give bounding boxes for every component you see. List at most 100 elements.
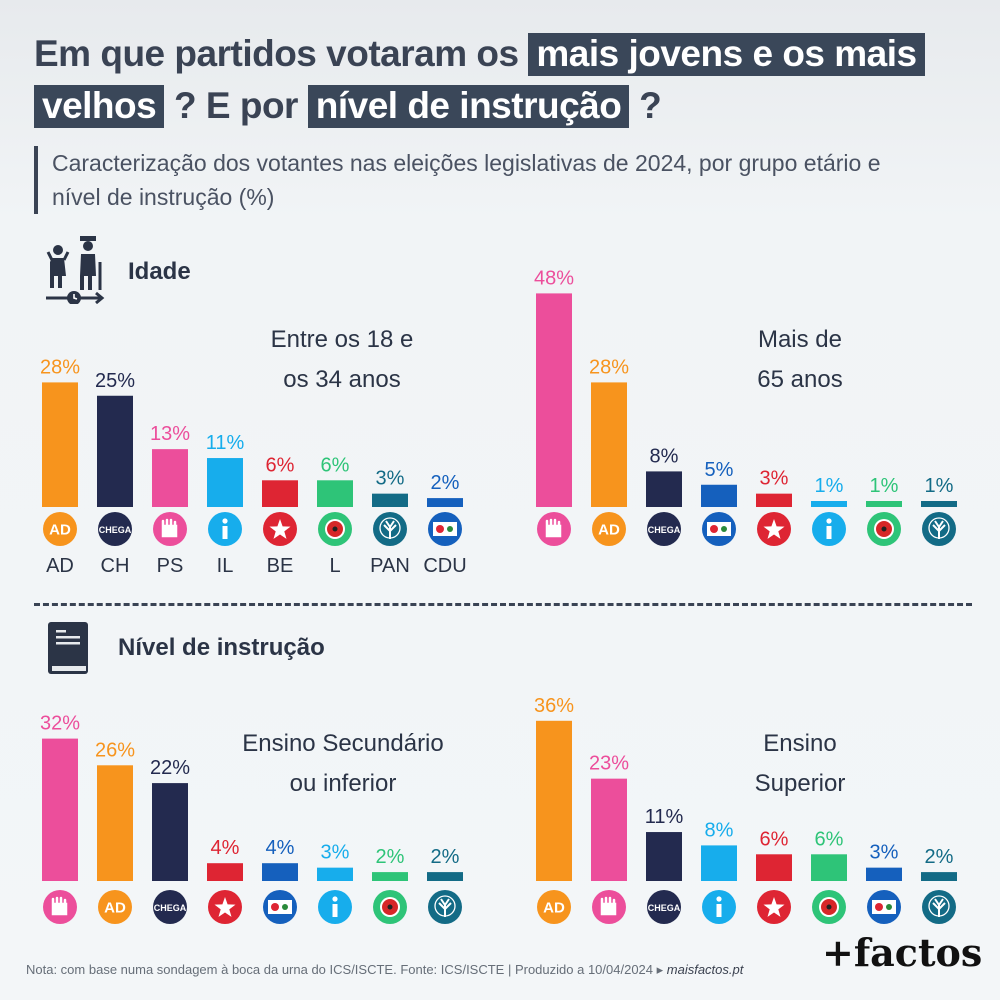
footnote-text: Nota: com base numa sondagem à boca da u… — [26, 962, 667, 977]
bar-BE — [207, 863, 243, 881]
value-label-AD: 28% — [40, 356, 80, 378]
chart-title-65-plus: Mais de 65 anos — [757, 326, 843, 393]
section-label-education: Nível de instrução — [118, 634, 325, 661]
ad-logo-text: AD — [49, 522, 71, 539]
age-icon — [46, 236, 105, 304]
page-title: Em que partidos votaram os mais jovens e… — [34, 28, 974, 132]
tree-ring — [928, 895, 950, 917]
bar-L — [811, 854, 847, 881]
value-label-BE: 3% — [760, 468, 789, 490]
poppy-center — [332, 526, 338, 532]
star-icon — [269, 519, 291, 539]
value-label-IL: 3% — [321, 842, 350, 864]
bar-CDU — [701, 484, 737, 507]
star-icon — [763, 897, 785, 917]
value-label-BE: 4% — [211, 837, 240, 859]
il-stem — [332, 904, 338, 917]
bar-CH — [646, 832, 682, 881]
value-label-CDU: 5% — [705, 459, 734, 481]
category-label-CDU: CDU — [423, 555, 466, 577]
value-label-IL: 8% — [705, 819, 734, 841]
value-label-PS: 13% — [150, 423, 190, 445]
star-icon — [763, 519, 785, 539]
bar-IL — [811, 501, 847, 507]
bar-CDU — [427, 498, 463, 507]
value-label-L: 6% — [815, 828, 844, 850]
value-label-BE: 6% — [266, 454, 295, 476]
bar-L — [372, 872, 408, 881]
party-icon-bg — [98, 890, 132, 924]
chega-logo-text: CHEGA — [99, 525, 132, 535]
footnote-site: maisfactos.pt — [666, 962, 744, 977]
party-icon-bg — [537, 890, 571, 924]
bar-BE — [756, 493, 792, 507]
value-label-CDU: 3% — [870, 842, 899, 864]
value-label-PAN: 2% — [431, 846, 460, 868]
poppy-center — [826, 904, 832, 910]
bar-AD — [536, 720, 572, 881]
tree-icon — [932, 898, 946, 917]
hammer-sickle-icon — [271, 903, 279, 911]
il-dot — [826, 518, 832, 524]
title-highlight-young-old: mais jovens e os mais — [528, 33, 925, 76]
value-label-CH: 11% — [645, 806, 684, 828]
bar-CH — [152, 783, 188, 881]
value-label-PS: 32% — [40, 713, 80, 735]
section-divider — [34, 603, 972, 606]
subtitle: Caracterização dos votantes nas eleições… — [34, 146, 934, 214]
title-highlight-old: velhos — [34, 85, 165, 128]
il-dot — [332, 896, 338, 902]
title-part2: ? E por — [174, 85, 298, 126]
bar-PAN — [921, 872, 957, 881]
ad-logo-text: AD — [104, 900, 126, 917]
sunflower-icon — [886, 904, 892, 910]
value-label-AD: 36% — [534, 695, 574, 717]
il-stem — [222, 526, 228, 539]
tree-icon — [932, 520, 946, 539]
title-part1: Em que partidos votaram os — [34, 33, 519, 74]
title-part3: ? — [639, 85, 662, 126]
bar-AD — [97, 765, 133, 881]
chart-title-secondary: Ensino Secundário ou inferior — [242, 730, 444, 797]
bar-PS — [591, 778, 627, 881]
bar-AD — [42, 382, 78, 507]
bar-CDU — [866, 867, 902, 881]
party-icon-bg — [153, 890, 187, 924]
value-label-IL: 1% — [815, 475, 844, 497]
fist-icon — [600, 896, 617, 916]
bar-CH — [97, 395, 133, 507]
category-label-PAN: PAN — [370, 555, 410, 577]
category-label-L: L — [329, 555, 340, 577]
bar-BE — [756, 854, 792, 881]
bar-BE — [262, 480, 298, 507]
value-label-PAN: 1% — [925, 475, 954, 497]
tree-ring — [928, 517, 950, 539]
fist-icon — [51, 896, 68, 916]
il-dot — [222, 518, 228, 524]
category-label-IL: IL — [217, 555, 234, 577]
category-label-BE: BE — [267, 555, 294, 577]
party-icon-bg — [647, 890, 681, 924]
value-label-PAN: 3% — [376, 468, 405, 490]
party-icon-bg — [647, 512, 681, 546]
fist-icon — [161, 518, 178, 538]
value-label-AD: 26% — [95, 739, 135, 761]
il-stem — [826, 526, 832, 539]
tree-ring — [434, 895, 456, 917]
chega-logo-text: CHEGA — [154, 903, 187, 913]
bar-IL — [317, 867, 353, 881]
value-label-PS: 23% — [589, 753, 629, 775]
bar-PAN — [427, 872, 463, 881]
value-label-CH: 25% — [95, 370, 135, 392]
brand-logo: +factos — [822, 930, 983, 975]
chart-3: 36% AD 23% 11% CHEGA 8% 6% 6% 3% 2% — [534, 695, 957, 924]
category-label-CH: CH — [101, 555, 130, 577]
bar-IL — [701, 845, 737, 881]
tree-ring — [379, 517, 401, 539]
bar-CDU — [262, 863, 298, 881]
bar-PS — [536, 293, 572, 507]
bar-IL — [207, 458, 243, 507]
bar-PS — [152, 449, 188, 507]
value-label-CDU: 2% — [431, 472, 460, 494]
category-label-PS: PS — [157, 555, 184, 577]
